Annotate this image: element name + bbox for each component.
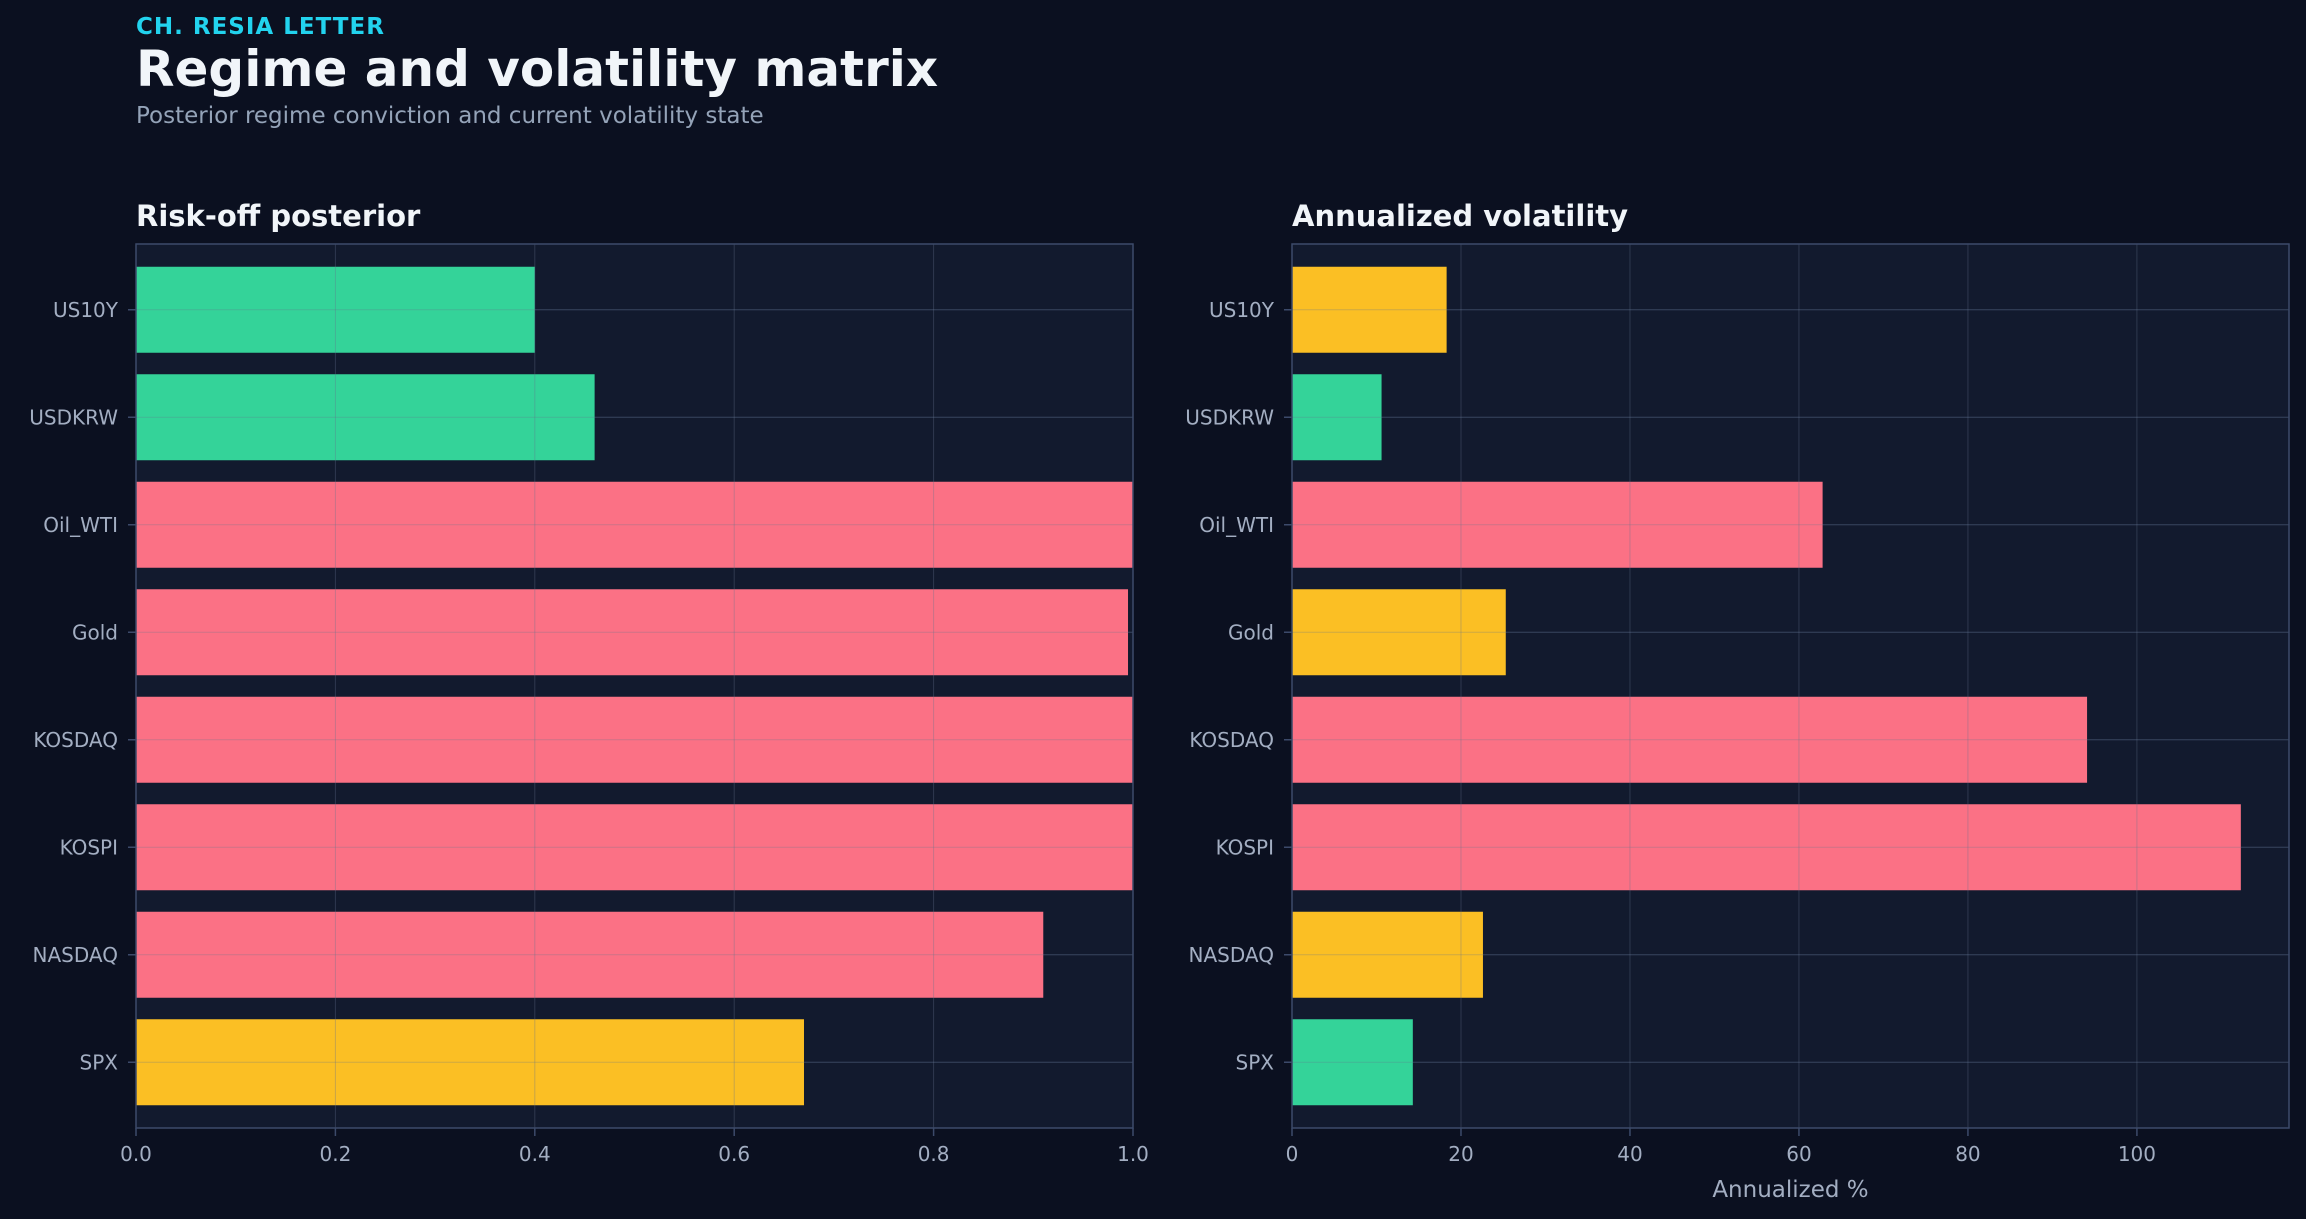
volatility-xtick-label: 80 xyxy=(1955,1142,1980,1166)
volatility-ytick-label: Oil_WTI xyxy=(1199,513,1274,537)
posterior-xtick-label: 0.2 xyxy=(319,1142,351,1166)
posterior-chart-title: Risk-off posterior xyxy=(136,199,421,233)
volatility-bar-oil-wti xyxy=(1292,481,1823,568)
posterior-bar-oil-wti xyxy=(136,481,1133,568)
volatility-ytick-label: KOSDAQ xyxy=(1189,728,1274,752)
volatility-bar-spx xyxy=(1292,1019,1413,1106)
page-title: Regime and volatility matrix xyxy=(136,40,939,98)
posterior-xtick-label: 0.4 xyxy=(519,1142,551,1166)
volatility-ytick-label: NASDAQ xyxy=(1189,943,1274,967)
volatility-ytick-label: KOSPI xyxy=(1216,835,1274,859)
posterior-ytick-label: Oil_WTI xyxy=(43,513,118,537)
volatility-chart-title: Annualized volatility xyxy=(1292,199,1628,233)
posterior-ytick-label: Gold xyxy=(72,620,118,644)
posterior-xtick-label: 1.0 xyxy=(1117,1142,1149,1166)
posterior-ytick-label: SPX xyxy=(80,1050,119,1074)
posterior-ytick-label: KOSPI xyxy=(60,835,118,859)
posterior-bar-nasdaq xyxy=(136,911,1044,998)
volatility-bar-kosdaq xyxy=(1292,696,2088,783)
volatility-bar-us10y xyxy=(1292,266,1447,353)
posterior-bar-gold xyxy=(136,589,1129,676)
volatility-xtick-label: 100 xyxy=(2118,1142,2156,1166)
volatility-xtick-label: 20 xyxy=(1448,1142,1473,1166)
volatility-ytick-label: US10Y xyxy=(1209,298,1275,322)
volatility-ytick-label: USDKRW xyxy=(1185,405,1274,429)
posterior-bar-kosdaq xyxy=(136,696,1133,783)
posterior-ytick-label: NASDAQ xyxy=(33,943,118,967)
volatility-xtick-label: 60 xyxy=(1786,1142,1811,1166)
posterior-bar-spx xyxy=(136,1019,804,1106)
volatility-xtick-label: 40 xyxy=(1617,1142,1642,1166)
posterior-plot-frame xyxy=(135,243,1134,1129)
volatility-ytick-label: Gold xyxy=(1228,620,1274,644)
volatility-plot-frame xyxy=(1291,243,2290,1129)
volatility-bar-nasdaq xyxy=(1292,911,1483,998)
posterior-ytick-label: USDKRW xyxy=(29,405,118,429)
page-subtitle: Posterior regime conviction and current … xyxy=(136,103,764,129)
volatility-bar-usdkrw xyxy=(1292,374,1382,461)
volatility-ytick-label: SPX xyxy=(1236,1050,1275,1074)
volatility-bar-gold xyxy=(1292,589,1506,676)
posterior-ytick-label: US10Y xyxy=(53,298,119,322)
posterior-xtick-label: 0.0 xyxy=(120,1142,152,1166)
volatility-xaxis-label: Annualized % xyxy=(1712,1177,1868,1203)
posterior-xtick-label: 0.8 xyxy=(918,1142,950,1166)
posterior-ytick-label: KOSDAQ xyxy=(33,728,118,752)
volatility-xtick-label: 0 xyxy=(1286,1142,1299,1166)
report-kicker: CH. RESIA LETTER xyxy=(136,14,385,40)
volatility-bar-kospi xyxy=(1292,804,2241,891)
posterior-bar-us10y xyxy=(136,266,535,353)
posterior-bar-kospi xyxy=(136,804,1133,891)
posterior-xtick-label: 0.6 xyxy=(718,1142,750,1166)
posterior-bar-usdkrw xyxy=(136,374,595,461)
